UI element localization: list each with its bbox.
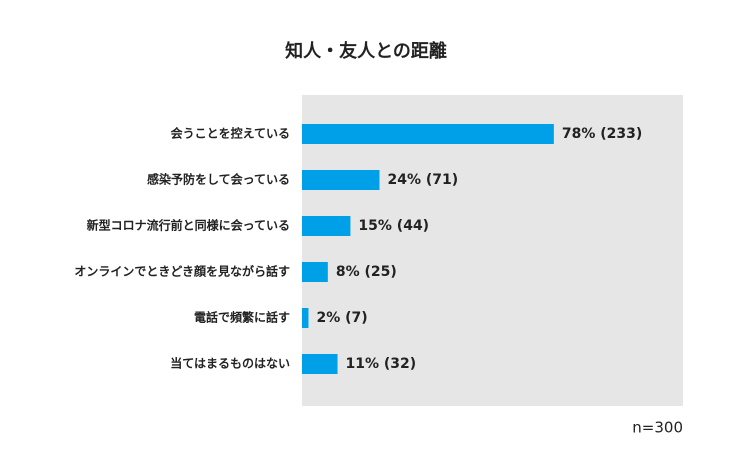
chart-title: 知人・友人との距離 (285, 40, 447, 62)
value-label: 8% (25) (336, 264, 397, 280)
category-label: 電話で頻繁に話す (194, 310, 290, 325)
bar (302, 124, 554, 144)
value-label: 78% (233) (562, 126, 642, 142)
bar (302, 216, 351, 236)
value-label: 2% (7) (316, 310, 367, 326)
bar (302, 170, 380, 190)
value-label: 11% (32) (346, 356, 417, 372)
sample-size: n=300 (632, 419, 683, 437)
value-label: 15% (44) (358, 218, 429, 234)
category-label: 感染予防をして会っている (147, 172, 290, 187)
category-label: 新型コロナ流行前と同様に会っている (87, 218, 290, 233)
category-label: 会うことを控えている (171, 126, 290, 141)
plot-background (302, 95, 683, 406)
category-label: 当てはまるものはない (170, 356, 290, 371)
bar (302, 262, 328, 282)
bar (302, 354, 338, 374)
value-label: 24% (71) (387, 172, 458, 188)
category-label: オンラインでときどき顔を見ながら話す (74, 264, 290, 279)
bar (302, 308, 309, 328)
